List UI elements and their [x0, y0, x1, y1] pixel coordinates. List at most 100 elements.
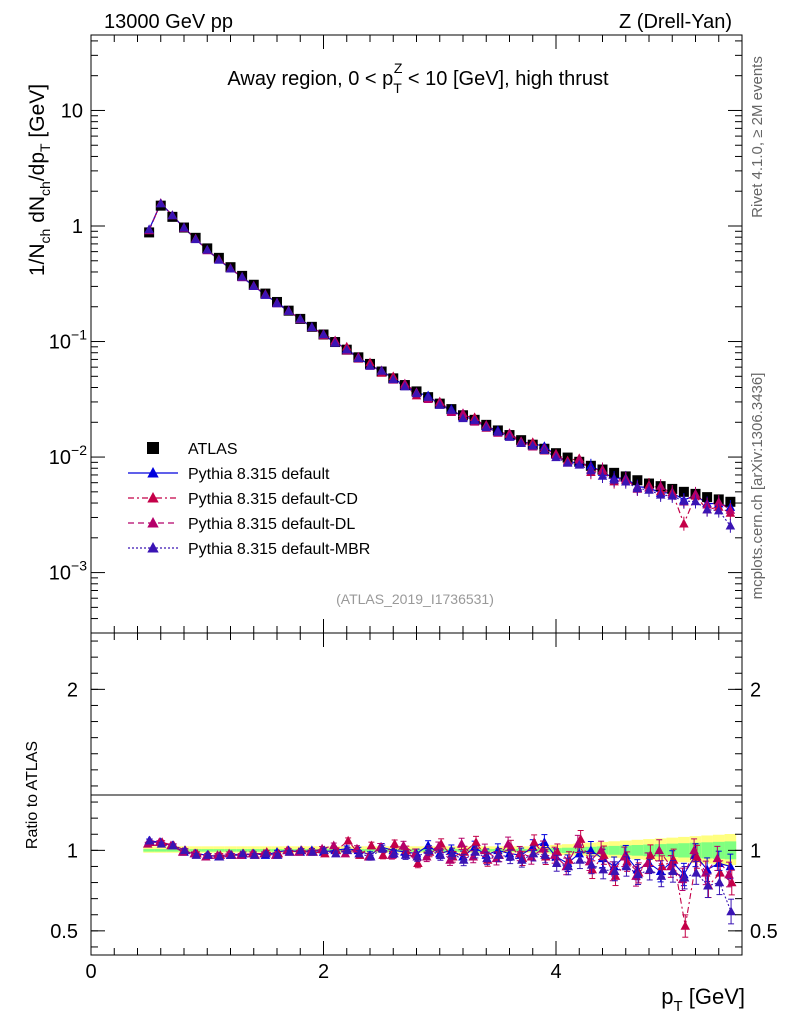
main-point-mbr — [411, 388, 422, 398]
header-right: Z (Drell-Yan) — [619, 11, 732, 33]
main-point-mbr — [562, 457, 573, 467]
main-point-mbr — [435, 400, 445, 409]
main-point-cd — [679, 518, 689, 528]
ratio-point-mbr — [307, 846, 318, 856]
ratio-point-mbr — [168, 840, 178, 850]
ratio-point-mbr — [319, 845, 329, 855]
ratio-point-mbr — [249, 850, 260, 859]
main-point-mbr — [144, 224, 154, 234]
ylabel-p4: [GeV] — [26, 84, 49, 144]
main-point-dl — [597, 464, 608, 474]
main-point-mbr — [249, 281, 259, 291]
main-point-mbr — [516, 438, 526, 448]
main-point-mbr — [481, 422, 491, 432]
ratio-point-mbr — [644, 864, 655, 874]
main-point-mbr — [469, 415, 480, 425]
main-point-mbr — [504, 432, 515, 441]
ratio-band-inner — [608, 845, 620, 855]
ratio-band-inner — [561, 847, 574, 853]
ratio-point-mbr — [668, 866, 678, 876]
main-point-mbr — [702, 504, 712, 514]
ratio-point-mbr — [342, 845, 353, 855]
main-point-mbr — [586, 465, 596, 475]
legend-marker-atlas — [147, 442, 159, 454]
legend-label-atlas: ATLAS — [188, 441, 238, 458]
main-point-mbr — [632, 483, 643, 493]
ratio-point-mbr — [714, 877, 725, 887]
ratio-point-mbr — [598, 864, 608, 874]
main-point-mbr — [609, 474, 619, 484]
main-point-mbr — [644, 484, 654, 494]
ratio-point-cd — [378, 850, 388, 859]
ratio-band-inner — [166, 849, 179, 852]
legend-item-dl: Pythia 8.315 default-DL — [128, 516, 355, 533]
main-point-mbr — [667, 490, 677, 500]
ratio-point-mbr — [412, 851, 422, 861]
ratio-point-dl — [596, 845, 606, 855]
main-y-tick-label: 10 — [61, 100, 83, 122]
main-point-mbr — [342, 344, 352, 354]
main-point-mbr — [365, 360, 375, 370]
ratio-point-cd — [680, 921, 691, 930]
ratio-point-mbr — [214, 851, 225, 861]
ratio-point-mbr — [238, 848, 248, 858]
ratio-point-mbr — [354, 848, 364, 858]
ratio-point-mbr — [551, 858, 562, 867]
legend-label-cd: Pythia 8.315 default-CD — [188, 491, 358, 508]
main-point-mbr — [202, 244, 212, 254]
ratio-band-inner — [643, 844, 655, 857]
main-point-mbr — [493, 426, 503, 436]
ratio-point-mbr — [493, 850, 504, 859]
ratio-point-mbr — [458, 855, 469, 864]
main-point-mbr — [330, 338, 340, 347]
ratio-y-tick-label-left: 1 — [67, 840, 78, 862]
legend-marker-dl — [147, 517, 159, 528]
ratio-point-mbr — [284, 846, 295, 856]
ratio-point-cd — [587, 864, 598, 874]
main-point-mbr — [376, 366, 387, 375]
ratio-point-cd — [413, 858, 423, 867]
main-point-mbr — [400, 381, 410, 391]
main-point-dl — [574, 454, 584, 464]
legend-label-dl: Pythia 8.315 default-DL — [188, 516, 355, 533]
ratio-point-mbr — [191, 850, 202, 859]
main-y-tick-label: 1 — [72, 216, 83, 238]
ratio-y-tick-label-left: 0.5 — [50, 921, 78, 943]
ratio-point-cd — [343, 835, 353, 845]
ratio-point-default — [539, 837, 550, 847]
main-point-mbr — [295, 313, 305, 323]
ratio-point-cd — [471, 837, 481, 847]
main-point-mbr — [190, 234, 201, 244]
ratio-point-cd — [715, 867, 725, 877]
tick-base: 10 — [49, 332, 71, 354]
ratio-point-mbr — [586, 859, 597, 869]
xlabel-p: p — [661, 984, 673, 1009]
ratio-point-dl — [689, 845, 699, 855]
ratio-point-dl — [328, 840, 339, 850]
main-point-mbr — [179, 222, 189, 232]
ratio-point-dl — [421, 851, 432, 861]
ratio-point-dl — [573, 838, 583, 848]
legend: ATLAS Pythia 8.315 default Pythia 8.315 de… — [128, 441, 370, 558]
xlabel-unit: [GeV] — [683, 984, 745, 1009]
main-point-mbr — [237, 271, 247, 281]
main-point-mbr — [655, 489, 666, 499]
ratio-point-mbr — [575, 855, 585, 864]
ratio-point-dl — [503, 838, 513, 848]
ratio-panel: 2 2 1 1 0.5 0.5 0 2 4 Ratio to ATLAS pT [GeV] — [24, 632, 778, 1015]
main-point-mbr — [679, 496, 689, 505]
legend-marker-default — [147, 467, 159, 478]
ratio-point-mbr — [145, 835, 155, 845]
ratio-point-dl — [724, 869, 734, 879]
ratio-point-mbr — [377, 843, 388, 853]
plot-title-sup: Z — [394, 60, 403, 76]
ratio-point-mbr — [610, 866, 620, 876]
ratio-point-mbr — [482, 853, 492, 863]
ratio-point-mbr — [505, 851, 515, 861]
legend-label-default: Pythia 8.315 default — [188, 466, 330, 483]
main-point-mbr — [621, 476, 631, 486]
rivet-label: Rivet 4.1.0, ≥ 2M events — [749, 56, 766, 218]
main-line-dl — [148, 202, 731, 511]
ylabel-p2: dN — [26, 196, 49, 229]
ratio-point-mbr — [296, 845, 306, 855]
